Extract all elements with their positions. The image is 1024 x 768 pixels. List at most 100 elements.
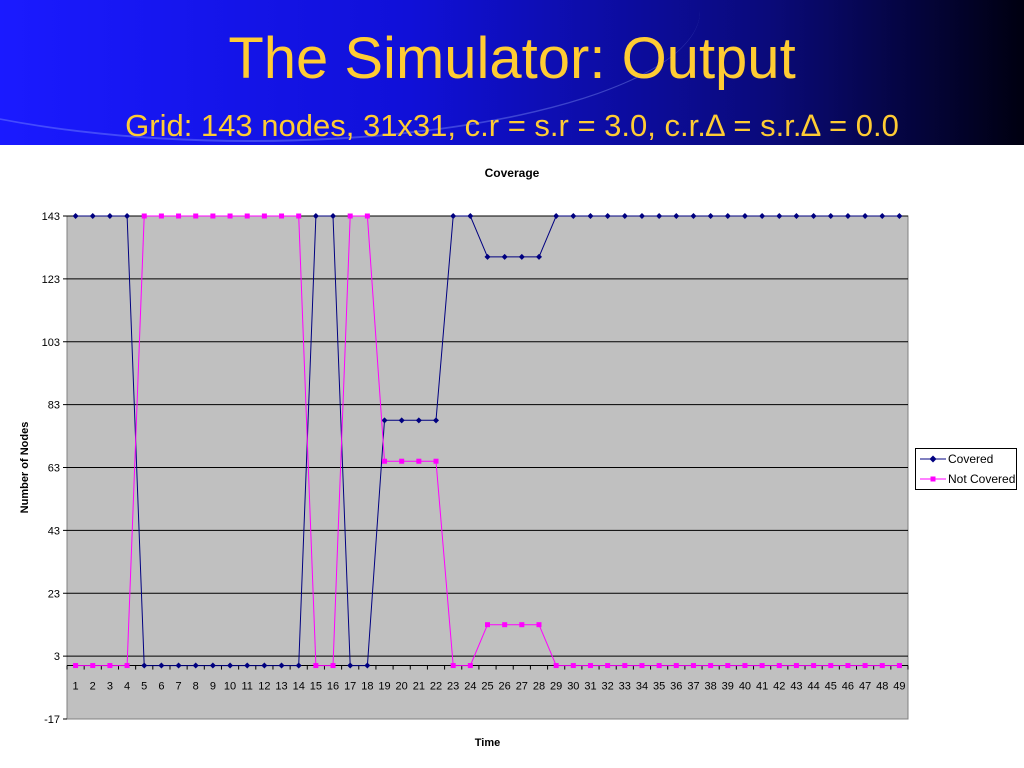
- covered-point: [673, 213, 680, 219]
- x-tick-label: 27: [516, 681, 528, 693]
- not-covered-point: [158, 213, 164, 219]
- covered-point: [209, 662, 216, 669]
- not-covered-point: [673, 663, 679, 669]
- covered-point: [759, 213, 766, 219]
- x-tick-label: 14: [293, 681, 305, 693]
- covered-point: [364, 662, 371, 669]
- x-tick-label: 26: [499, 681, 511, 693]
- covered-point: [124, 213, 131, 219]
- not-covered-point: [313, 663, 319, 669]
- x-tick-label: 49: [893, 681, 905, 693]
- not-covered-point: [759, 663, 765, 669]
- covered-point: [89, 213, 96, 219]
- not-covered-point: [141, 213, 147, 219]
- not-covered-point: [330, 663, 336, 669]
- covered-point: [776, 213, 783, 219]
- covered-point: [844, 213, 851, 219]
- not-covered-point: [570, 663, 576, 669]
- not-covered-point: [416, 458, 422, 464]
- not-covered-point: [261, 213, 267, 219]
- y-tick-label: 43: [48, 525, 60, 537]
- not-covered-point: [862, 663, 868, 669]
- y-tick-label: -17: [44, 714, 60, 726]
- covered-point: [810, 213, 817, 219]
- slide-title: The Simulator: Output: [228, 26, 796, 91]
- x-tick-label: 17: [344, 681, 356, 693]
- not-covered-point: [845, 663, 851, 669]
- covered-point: [433, 417, 440, 424]
- not-covered-legend-swatch: [920, 476, 946, 482]
- covered-point: [381, 417, 388, 424]
- not-covered-point: [176, 213, 182, 219]
- not-covered-point: [605, 663, 611, 669]
- x-tick-label: 15: [310, 681, 322, 693]
- x-tick-label: 47: [859, 681, 871, 693]
- covered-point: [604, 213, 611, 219]
- x-tick-label: 31: [584, 681, 596, 693]
- not-covered-point: [690, 663, 696, 669]
- covered-point: [621, 213, 628, 219]
- not-covered-point: [793, 663, 799, 669]
- not-covered-point: [896, 663, 902, 669]
- legend-item-not-covered: Not Covered: [916, 469, 1016, 489]
- covered-point: [278, 662, 285, 669]
- covered-point: [450, 213, 457, 219]
- covered-point: [638, 213, 645, 219]
- not-covered-point: [450, 663, 456, 669]
- not-covered-point: [296, 213, 302, 219]
- covered-point: [261, 662, 268, 669]
- x-tick-label: 23: [447, 681, 459, 693]
- not-covered-point: [828, 663, 834, 669]
- x-tick-label: 10: [224, 681, 236, 693]
- not-covered-point: [124, 663, 130, 669]
- covered-point: [192, 662, 199, 669]
- covered-point: [793, 213, 800, 219]
- x-tick-label: 5: [141, 681, 147, 693]
- not-covered-point: [227, 213, 233, 219]
- x-tick-label: 9: [210, 681, 216, 693]
- not-covered-point: [776, 663, 782, 669]
- not-covered-point: [467, 663, 473, 669]
- y-tick-label: 83: [48, 400, 60, 412]
- x-tick-label: 11: [242, 681, 253, 693]
- covered-point: [175, 662, 182, 669]
- not-covered-point: [244, 213, 250, 219]
- chart-title: Coverage: [485, 166, 540, 180]
- covered-point: [587, 213, 594, 219]
- legend-item-covered: Covered: [916, 449, 1016, 469]
- y-axis-title: Number of Nodes: [19, 422, 31, 514]
- x-tick-label: 18: [361, 681, 373, 693]
- covered-point: [295, 662, 302, 669]
- legend-label-covered: Covered: [948, 452, 994, 466]
- x-tick-label: 2: [90, 681, 96, 693]
- title-banner: [0, 0, 1024, 145]
- x-tick-label: 8: [193, 681, 199, 693]
- not-covered-point: [879, 663, 885, 669]
- not-covered-point: [210, 213, 216, 219]
- not-covered-point: [553, 663, 559, 669]
- covered-point: [535, 253, 542, 260]
- covered-point: [141, 662, 148, 669]
- covered-point: [330, 213, 337, 219]
- x-tick-label: 45: [825, 681, 837, 693]
- x-tick-label: 24: [464, 681, 476, 693]
- x-tick-label: 20: [396, 681, 408, 693]
- not-covered-point: [742, 663, 748, 669]
- covered-point: [244, 662, 251, 669]
- not-covered-point: [279, 213, 285, 219]
- not-covered-point: [622, 663, 628, 669]
- covered-point: [570, 213, 577, 219]
- x-tick-label: 32: [602, 681, 614, 693]
- covered-point: [227, 662, 234, 669]
- x-tick-label: 40: [739, 681, 751, 693]
- not-covered-point: [193, 213, 199, 219]
- x-tick-label: 30: [567, 681, 579, 693]
- covered-point: [707, 213, 714, 219]
- x-tick-label: 1: [73, 681, 79, 693]
- not-covered-point: [364, 213, 370, 219]
- covered-point: [158, 662, 165, 669]
- covered-point: [690, 213, 697, 219]
- covered-point: [741, 213, 748, 219]
- y-tick-label: 123: [42, 274, 60, 286]
- y-tick-label: 63: [48, 463, 60, 475]
